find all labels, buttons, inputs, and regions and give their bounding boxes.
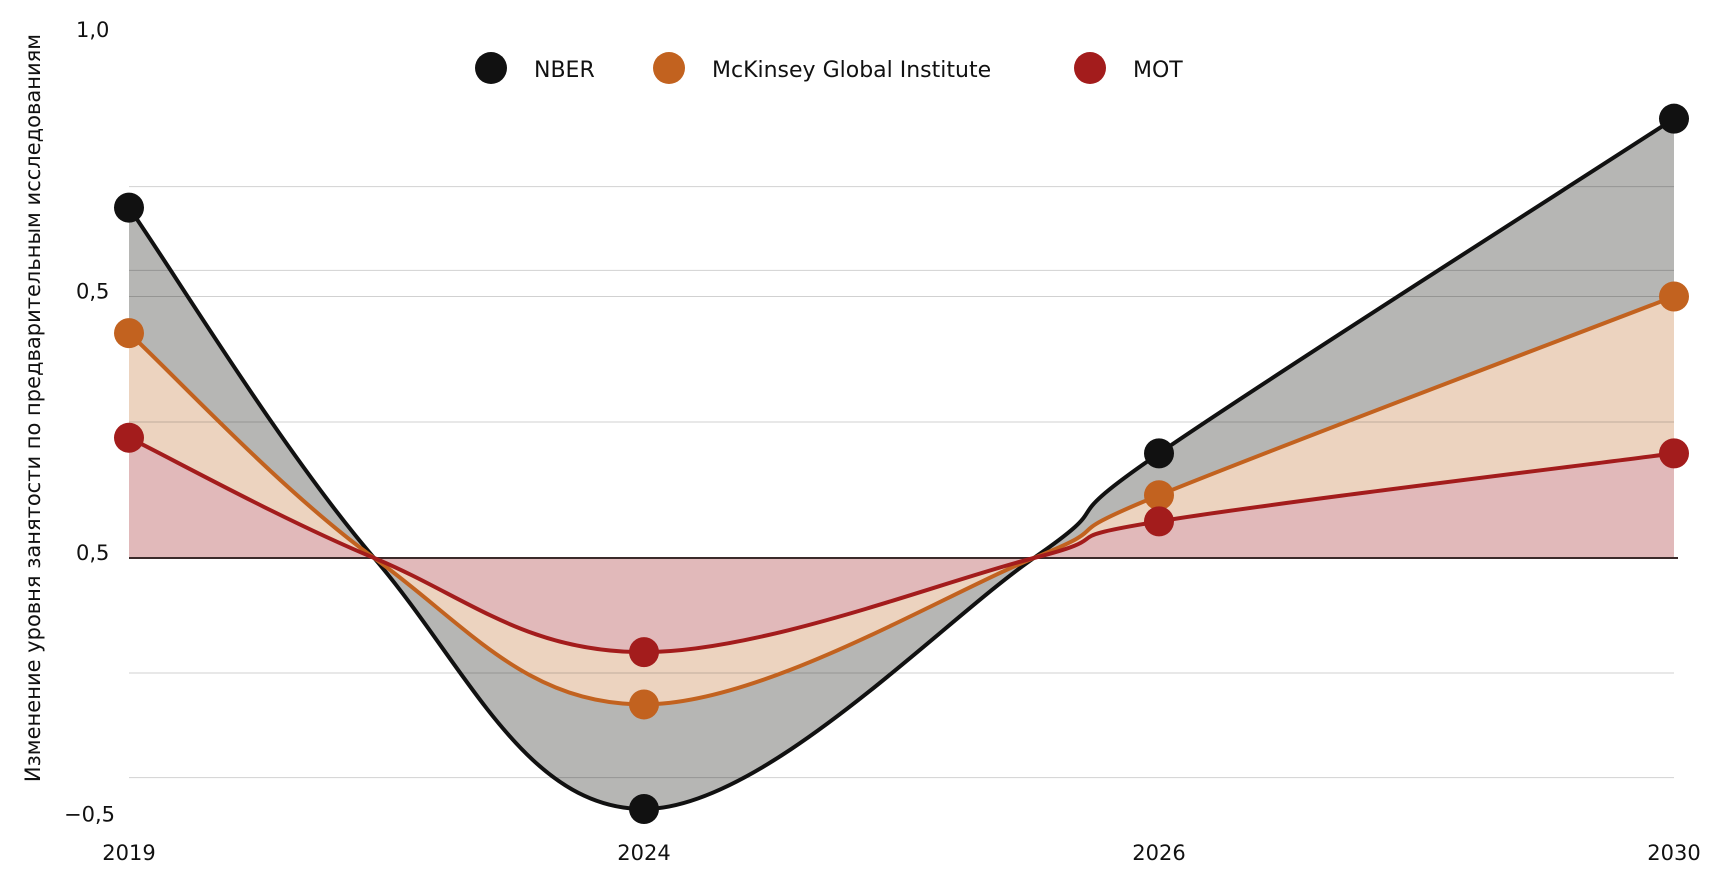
point-nber-2030 bbox=[1659, 103, 1689, 134]
x-axis-ticks: 2019 2024 2026 2030 bbox=[102, 841, 1700, 865]
line-nber bbox=[127, 117, 1676, 812]
legend: NBER McKinsey Global Institute МОТ bbox=[475, 52, 1183, 84]
point-nber-2026 bbox=[1144, 438, 1174, 469]
series-lines bbox=[127, 117, 1676, 812]
point-nber-2024 bbox=[629, 794, 659, 825]
x-tick-label: 2026 bbox=[1132, 841, 1185, 865]
point-mckinsey-global-institute-2024 bbox=[629, 689, 659, 720]
point-mckinsey-global-institute-2019 bbox=[114, 318, 144, 349]
area-fills bbox=[129, 118, 1674, 810]
legend-marker bbox=[475, 52, 507, 84]
x-tick-label: 2030 bbox=[1647, 841, 1700, 865]
point-mckinsey-global-institute-2030 bbox=[1659, 281, 1689, 312]
point-мот-2026 bbox=[1144, 506, 1174, 537]
line-mckinsey-global-institute bbox=[127, 294, 1675, 707]
x-tick-label: 2019 bbox=[102, 841, 155, 865]
legend-label: МОТ bbox=[1133, 58, 1183, 83]
y-tick-label: 0,5 bbox=[76, 280, 109, 304]
point-мот-2030 bbox=[1659, 438, 1689, 469]
legend-label: NBER bbox=[534, 58, 595, 83]
gridlines bbox=[129, 186, 1674, 779]
x-tick-label: 2024 bbox=[617, 841, 670, 865]
y-tick-label: 1,0 bbox=[76, 18, 109, 42]
data-points bbox=[114, 103, 1689, 825]
y-tick-label: −0,5 bbox=[64, 803, 115, 827]
y-axis-ticks: 1,0 0,5 0,5 −0,5 bbox=[64, 18, 115, 827]
legend-marker bbox=[1074, 52, 1106, 84]
area-мот bbox=[129, 437, 1674, 653]
point-nber-2019 bbox=[114, 192, 144, 223]
point-mckinsey-global-institute-2026 bbox=[1144, 480, 1174, 511]
y-axis-label: Изменение уровня занятости по предварите… bbox=[21, 34, 45, 782]
point-мот-2019 bbox=[114, 422, 144, 453]
y-tick-label: 0,5 bbox=[76, 541, 109, 565]
legend-label: McKinsey Global Institute bbox=[712, 58, 991, 83]
legend-marker bbox=[653, 52, 685, 84]
line-мот bbox=[128, 435, 1675, 655]
point-мот-2024 bbox=[629, 637, 659, 668]
